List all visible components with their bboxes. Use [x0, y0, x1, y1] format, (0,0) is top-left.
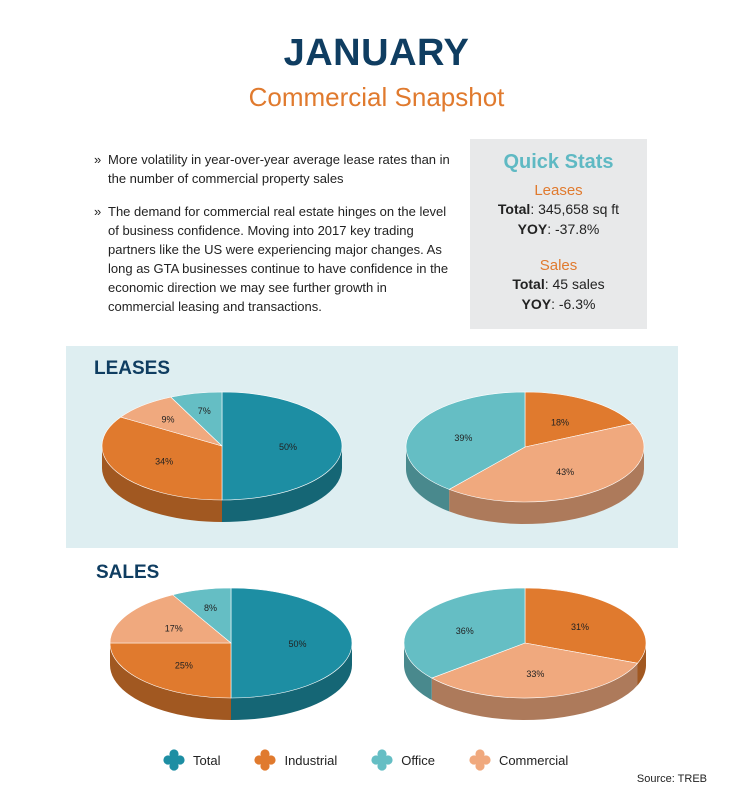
- pie-side-total: [231, 643, 352, 720]
- legend-item-office: Office: [371, 749, 435, 771]
- leases-yoy: YOY: -37.8%: [470, 219, 647, 239]
- pie-side-office: [404, 643, 432, 701]
- bullet-marker: »: [94, 204, 102, 219]
- page-title: JANUARY: [283, 32, 470, 74]
- legend-item-total: Total: [163, 749, 220, 771]
- sales-split-pie-chart: 31% 33% 36%: [403, 587, 647, 720]
- sales-stats-heading: Sales: [539, 257, 578, 274]
- flower-icon: [469, 749, 491, 771]
- sales-total: Total: 45 sales: [470, 274, 647, 294]
- bullet-text: The demand for commercial real estate hi…: [108, 204, 449, 314]
- leases-split-pie-chart: 18% 43% 39%: [405, 391, 645, 524]
- quick-stats-title: Quick Stats: [503, 151, 614, 173]
- pie-side-walls: [102, 446, 342, 522]
- pie-slice-total: [230, 587, 353, 699]
- pie-side-commercial: [431, 663, 638, 720]
- pie-side-commercial: [449, 447, 644, 524]
- pie-side-office: [406, 447, 450, 512]
- pie-data-label: 8%: [204, 603, 217, 613]
- legend-label: Office: [401, 752, 435, 768]
- leases-total-value: : 345,658 sq ft: [530, 201, 620, 217]
- legend-item-industrial: Industrial: [254, 749, 337, 771]
- legend-label: Commercial: [498, 752, 569, 768]
- bullet-text: More volatility in year-over-year averag…: [108, 152, 450, 186]
- pie-slice-commercial: [431, 642, 639, 699]
- leases-total-pie-chart: 50% 34% 9% 7%: [101, 391, 343, 522]
- leases-yoy-label: YOY: [517, 221, 548, 237]
- pie-side-industrial: [110, 643, 231, 720]
- leases-stats-heading: Leases: [534, 182, 583, 199]
- pie-data-label: 50%: [289, 639, 307, 649]
- sales-yoy: YOY: -6.3%: [470, 294, 647, 314]
- pie-data-label: 7%: [198, 406, 211, 416]
- sales-yoy-label: YOY: [521, 296, 552, 312]
- pie-data-label: 36%: [456, 626, 474, 636]
- chart-legend: Total Industrial Office Commercial: [163, 748, 602, 772]
- pie-data-label: 9%: [162, 414, 175, 424]
- bullet-list: » More volatility in year-over-year aver…: [94, 150, 454, 330]
- pie-slice-commercial: [109, 594, 232, 644]
- flower-icon: [254, 749, 277, 771]
- sales-yoy-value: : -6.3%: [551, 296, 596, 312]
- page-subtitle: Commercial Snapshot: [248, 82, 505, 112]
- leases-total-label: Total: [497, 201, 531, 217]
- flower-icon: [163, 749, 185, 771]
- pie-slice-industrial: [101, 416, 223, 501]
- pie-data-label: 18%: [551, 417, 569, 427]
- leases-total: Total: 345,658 sq ft: [470, 199, 647, 219]
- sales-total-pie-chart: 50% 25% 17% 8%: [109, 587, 353, 720]
- bullet-item: » The demand for commercial real estate …: [94, 202, 454, 316]
- pie-data-label: 31%: [571, 622, 589, 632]
- pie-slice-industrial: [524, 391, 634, 448]
- pie-side-total: [222, 446, 342, 522]
- pie-slice-office: [172, 587, 232, 644]
- quick-stats-box: Quick Stats Leases Total: 345,658 sq ft …: [470, 139, 647, 329]
- pie-data-label: 34%: [155, 456, 173, 466]
- legend-label: Total: [193, 752, 221, 768]
- pie-slice-commercial: [448, 423, 645, 503]
- pie-side-industrial: [102, 446, 222, 522]
- source-note: Source: TREB: [636, 773, 707, 785]
- pie-data-label: 39%: [454, 433, 472, 443]
- pie-data-label: 43%: [556, 467, 574, 477]
- pie-slice-office: [170, 391, 223, 447]
- pie-slice-total: [221, 391, 343, 501]
- sales-section-title: SALES: [96, 562, 160, 583]
- legend-label: Industrial: [284, 752, 338, 768]
- pie-side-walls: [110, 643, 352, 720]
- sales-total-label: Total: [512, 276, 545, 292]
- pie-side-walls: [406, 447, 644, 524]
- legend-item-commercial: Commercial: [469, 749, 568, 771]
- pie-data-label: 33%: [526, 669, 544, 679]
- bullet-item: » More volatility in year-over-year aver…: [94, 150, 454, 188]
- leases-section-title: LEASES: [94, 358, 171, 379]
- pie-slice-industrial: [524, 587, 647, 664]
- bullet-marker: »: [94, 152, 102, 167]
- pie-slice-office: [403, 587, 526, 679]
- pie-data-label: 17%: [165, 624, 183, 634]
- pie-slice-office: [405, 391, 526, 490]
- flower-icon: [371, 749, 393, 771]
- sales-total-value: : 45 sales: [544, 276, 605, 292]
- pie-data-label: 50%: [279, 442, 297, 452]
- pie-data-label: 25%: [175, 660, 193, 670]
- leases-yoy-value: : -37.8%: [547, 221, 600, 237]
- pie-slice-industrial: [109, 642, 232, 699]
